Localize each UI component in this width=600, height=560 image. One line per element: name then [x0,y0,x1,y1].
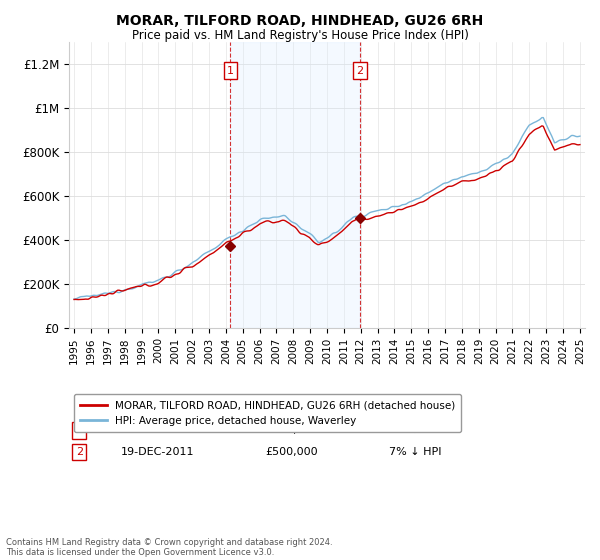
Text: 8% ↓ HPI: 8% ↓ HPI [389,426,442,436]
Text: 2: 2 [356,66,364,76]
Text: £370,000: £370,000 [265,426,318,436]
Text: Contains HM Land Registry data © Crown copyright and database right 2024.
This d: Contains HM Land Registry data © Crown c… [6,538,332,557]
Text: 1: 1 [76,426,83,436]
Text: 19-DEC-2011: 19-DEC-2011 [121,447,194,457]
Text: MORAR, TILFORD ROAD, HINDHEAD, GU26 6RH: MORAR, TILFORD ROAD, HINDHEAD, GU26 6RH [116,14,484,28]
Text: Price paid vs. HM Land Registry's House Price Index (HPI): Price paid vs. HM Land Registry's House … [131,29,469,42]
Text: 05-APR-2004: 05-APR-2004 [121,426,192,436]
Bar [230,42,360,328]
Text: 2: 2 [76,447,83,457]
Legend: MORAR, TILFORD ROAD, HINDHEAD, GU26 6RH (detached house), HPI: Average price, de: MORAR, TILFORD ROAD, HINDHEAD, GU26 6RH … [74,394,461,432]
Text: £500,000: £500,000 [265,447,318,457]
Text: 1: 1 [227,66,234,76]
Text: 7% ↓ HPI: 7% ↓ HPI [389,447,442,457]
